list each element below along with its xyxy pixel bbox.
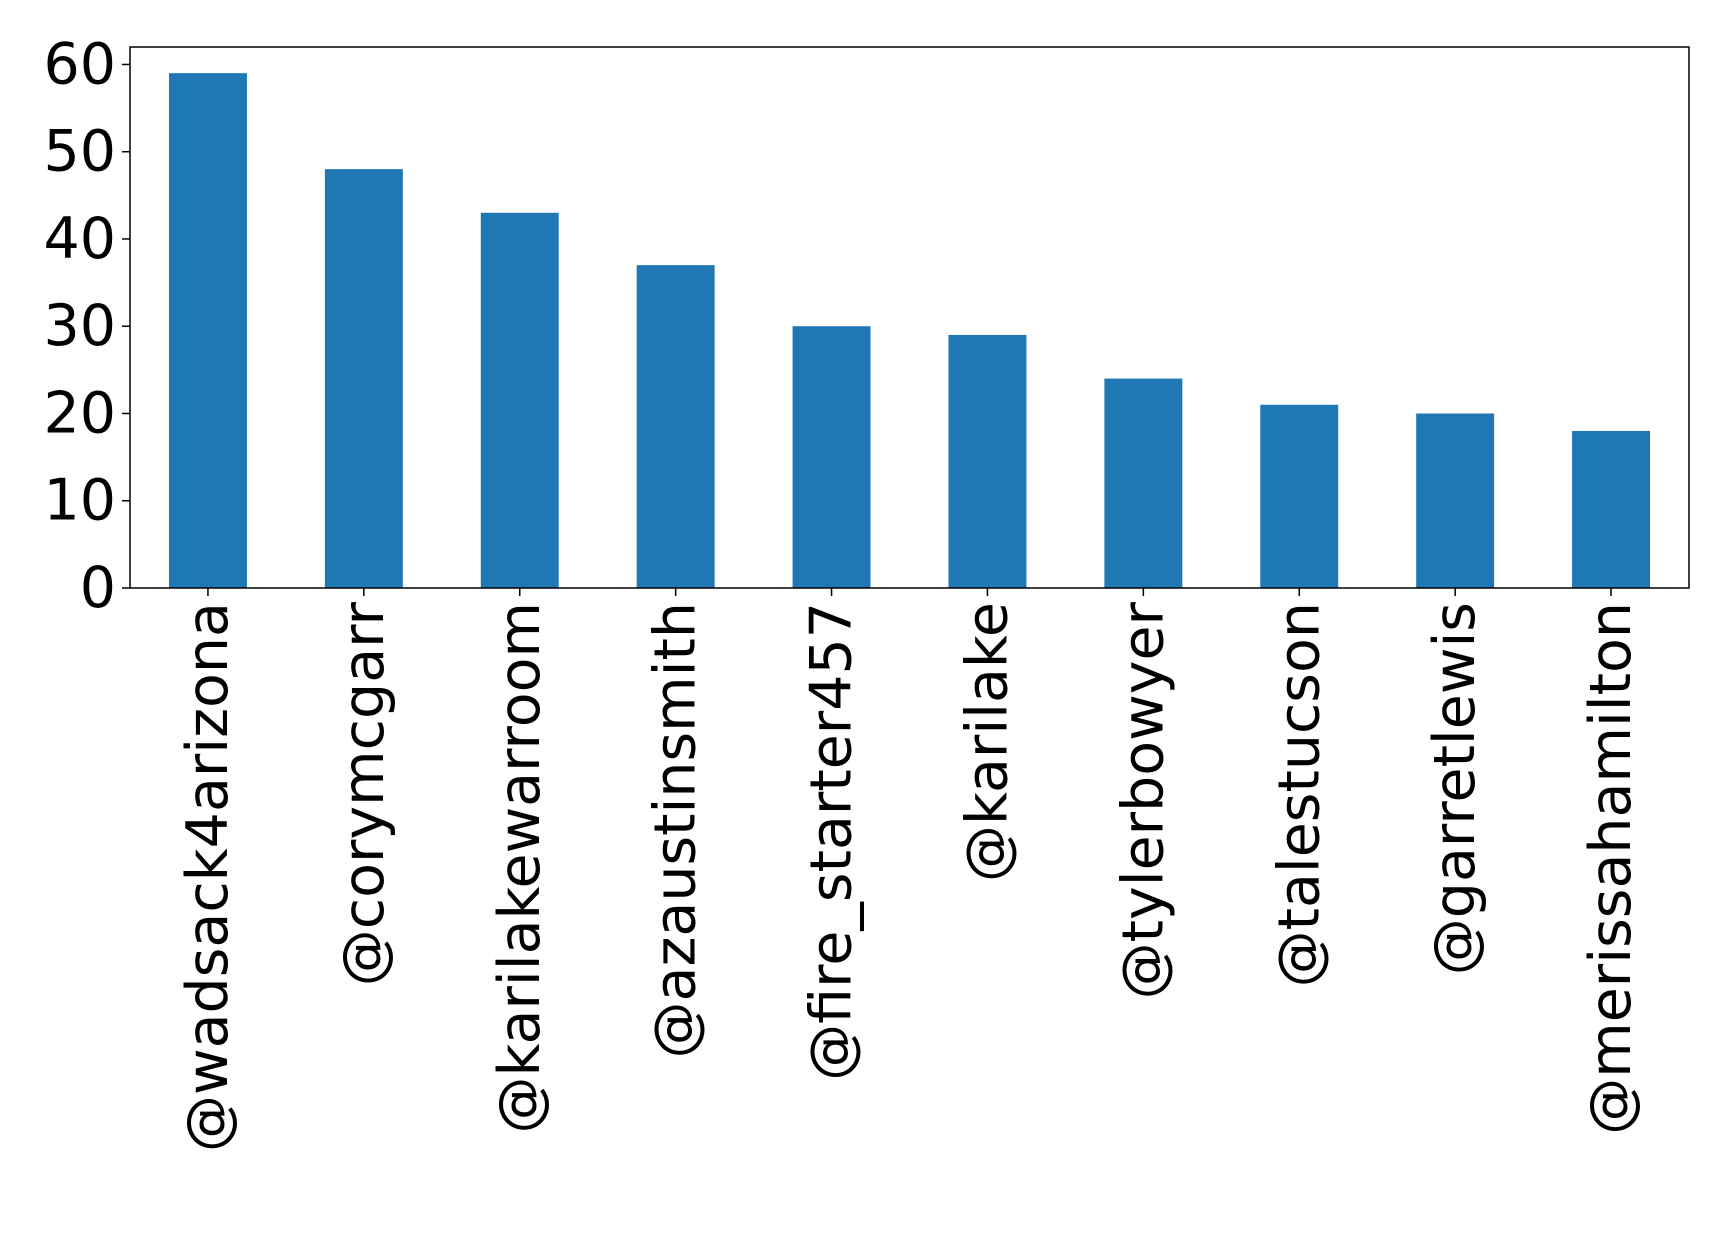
x-tick-label: @merissahamilton — [1578, 602, 1644, 1135]
bar-3 — [636, 265, 715, 588]
bar-2 — [480, 212, 559, 588]
x-tick-label: @karilakewarroom — [487, 602, 553, 1133]
bar-8 — [1416, 413, 1495, 588]
bar-5 — [948, 334, 1027, 588]
x-tick-label: @karilake — [954, 602, 1020, 882]
plot-area-frame — [129, 46, 1690, 589]
y-tick-label: 50 — [43, 119, 116, 185]
x-axis: @wadsack4arizona @corymcgarr @karilakewarr… — [175, 588, 1644, 1152]
x-tick-label: @garretlewis — [1422, 602, 1488, 975]
x-tick-label: @fire_starter457 — [799, 602, 865, 1081]
x-tick-label: @talestucson — [1266, 602, 1332, 987]
x-tick-label: @corymcgarr — [331, 601, 397, 986]
bar-9 — [1572, 430, 1651, 588]
bar-0 — [168, 73, 247, 588]
bar-7 — [1260, 404, 1339, 588]
bar-1 — [324, 169, 403, 588]
y-tick-label: 0 — [80, 555, 116, 621]
y-tick-label: 60 — [43, 31, 116, 97]
y-tick-label: 10 — [43, 468, 116, 534]
y-axis: 0 10 20 30 40 50 60 — [43, 31, 130, 621]
x-tick-label: @azaustinsmith — [643, 602, 709, 1058]
x-tick-label: @wadsack4arizona — [175, 602, 241, 1152]
y-tick-label: 40 — [43, 206, 116, 272]
y-tick-label: 20 — [43, 380, 116, 446]
bars-layer — [168, 73, 1651, 588]
bar-4 — [792, 326, 871, 588]
bar-6 — [1104, 378, 1183, 588]
y-tick-label: 30 — [43, 293, 116, 359]
x-tick-label: @tylerbowyer — [1110, 601, 1176, 999]
